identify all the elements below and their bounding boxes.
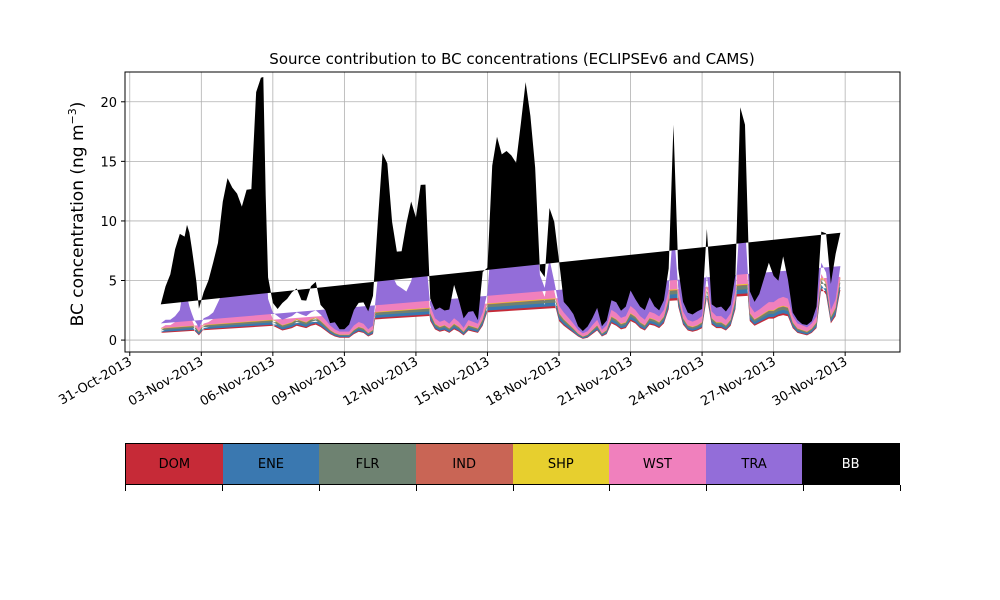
y-axis-ticks: 0 5 10 15 20 [100, 96, 125, 349]
legend-item-tra: TRA [705, 444, 803, 484]
legend-item-shp: SHP [512, 444, 610, 484]
legend-item-ind: IND [415, 444, 513, 484]
x-tick-label: 06-Nov-2013 [198, 354, 278, 409]
x-tick-label: 18-Nov-2013 [484, 354, 564, 409]
legend-item-wst: WST [609, 444, 706, 484]
y-axis-label: BC concentration (ng m−3) [66, 102, 88, 327]
y-tick-label: 15 [100, 155, 117, 170]
y-tick-label: 20 [100, 96, 117, 111]
legend-tick [415, 485, 417, 491]
legend-tick [609, 485, 611, 491]
x-axis-ticks: 31-Oct-201303-Nov-201306-Nov-201309-Nov-… [56, 352, 850, 409]
area-bb [160, 77, 841, 332]
legend-tick [318, 485, 320, 491]
x-tick-label: 24-Nov-2013 [627, 354, 707, 409]
chart-title: Source contribution to BC concentrations… [269, 50, 754, 68]
x-tick-label: 27-Nov-2013 [698, 354, 778, 409]
legend-ticks [125, 485, 901, 493]
y-tick-label: 10 [100, 215, 117, 230]
x-tick-label: 31-Oct-2013 [56, 354, 134, 408]
legend-item-flr: FLR [319, 444, 416, 484]
x-tick-label: 09-Nov-2013 [269, 354, 349, 409]
stacked-areas [160, 77, 841, 339]
y-axis-label-exponent: −3 [66, 108, 79, 124]
x-tick-label: 21-Nov-2013 [555, 354, 635, 409]
legend-tick [803, 485, 805, 491]
x-tick-label: 30-Nov-2013 [770, 354, 850, 409]
plot-frame [124, 71, 901, 353]
y-axis-label-close: ) [68, 102, 88, 109]
legend-item-ene: ENE [222, 444, 320, 484]
legend-tick [125, 485, 126, 491]
x-tick-label: 15-Nov-2013 [412, 354, 492, 409]
x-tick-label: 03-Nov-2013 [126, 354, 206, 409]
legend-tick [512, 485, 514, 491]
y-axis-label-text: BC concentration (ng m [68, 124, 88, 326]
color-legend: DOM ENE FLR IND SHP WST TRA BB [125, 443, 900, 485]
legend-item-bb: BB [802, 444, 899, 484]
legend-tick [221, 485, 223, 491]
y-tick-label: 0 [109, 334, 117, 349]
y-tick-label: 5 [109, 275, 117, 290]
legend-item-dom: DOM [126, 444, 223, 484]
legend-tick [900, 485, 901, 491]
x-tick-label: 12-Nov-2013 [341, 354, 421, 409]
legend-tick [706, 485, 708, 491]
